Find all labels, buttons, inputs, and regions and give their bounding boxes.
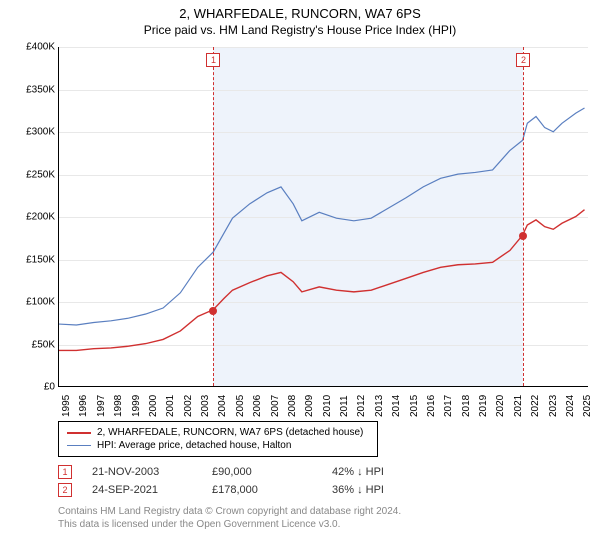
- y-tick-label: £50K: [32, 339, 55, 350]
- x-tick-label: 2017: [443, 395, 454, 417]
- chart-container: 2, WHARFEDALE, RUNCORN, WA7 6PS Price pa…: [0, 0, 600, 560]
- legend-label: 2, WHARFEDALE, RUNCORN, WA7 6PS (detache…: [97, 427, 363, 438]
- legend-label: HPI: Average price, detached house, Halt…: [97, 440, 291, 451]
- chart-title-address: 2, WHARFEDALE, RUNCORN, WA7 6PS: [0, 0, 600, 21]
- x-tick-label: 2023: [548, 395, 559, 417]
- sales-row-date: 21-NOV-2003: [92, 466, 192, 478]
- sale-marker-box: 2: [516, 53, 530, 67]
- x-tick-label: 2013: [374, 395, 385, 417]
- y-tick-label: £400K: [26, 42, 55, 53]
- x-tick-label: 2002: [183, 395, 194, 417]
- series-hpi: [59, 108, 585, 325]
- sales-row-hpi-delta: 36% ↓ HPI: [332, 484, 432, 496]
- sales-table: 1 21-NOV-2003 £90,000 42% ↓ HPI 2 24-SEP-2021…: [58, 463, 590, 499]
- y-tick-label: £100K: [26, 297, 55, 308]
- plot-region: 12: [58, 47, 588, 387]
- footer-attribution: Contains HM Land Registry data © Crown c…: [58, 505, 590, 531]
- x-tick-label: 2025: [582, 395, 593, 417]
- line-series-svg: [59, 47, 588, 386]
- chart-area: £0£50K£100K£150K£200K£250K£300K£350K£400…: [10, 47, 590, 417]
- x-tick-label: 1999: [131, 395, 142, 417]
- x-tick-label: 1996: [78, 395, 89, 417]
- sales-row-marker: 1: [58, 465, 72, 479]
- x-tick-label: 2009: [304, 395, 315, 417]
- x-tick-label: 2007: [270, 395, 281, 417]
- y-tick-label: £300K: [26, 127, 55, 138]
- x-tick-label: 2006: [252, 395, 263, 417]
- sales-row-date: 24-SEP-2021: [92, 484, 192, 496]
- x-tick-label: 2010: [322, 395, 333, 417]
- x-axis-labels: 1995 1996 1997 1998 1999 2000 2001 2002 2003 2004…: [58, 389, 588, 419]
- x-tick-label: 1998: [113, 395, 124, 417]
- legend-swatch: [67, 432, 91, 434]
- sale-marker-line: [213, 47, 214, 386]
- series-property: [59, 210, 585, 351]
- x-tick-label: 1997: [96, 395, 107, 417]
- legend-swatch: [67, 445, 91, 446]
- x-tick-label: 2011: [339, 395, 350, 417]
- sales-row-price: £90,000: [212, 466, 312, 478]
- y-tick-label: £150K: [26, 254, 55, 265]
- x-tick-label: 2012: [356, 395, 367, 417]
- legend-item: HPI: Average price, detached house, Halt…: [67, 439, 369, 452]
- x-tick-label: 2020: [495, 395, 506, 417]
- footer-line-1: Contains HM Land Registry data © Crown c…: [58, 505, 590, 518]
- sale-dot: [519, 232, 527, 240]
- y-tick-label: £200K: [26, 212, 55, 223]
- x-tick-label: 2024: [565, 395, 576, 417]
- x-tick-label: 2004: [217, 395, 228, 417]
- footer-line-2: This data is licensed under the Open Gov…: [58, 518, 590, 531]
- x-tick-label: 2018: [461, 395, 472, 417]
- y-tick-label: £250K: [26, 169, 55, 180]
- x-tick-label: 2021: [513, 395, 524, 417]
- legend-item: 2, WHARFEDALE, RUNCORN, WA7 6PS (detache…: [67, 426, 369, 439]
- x-tick-label: 2008: [287, 395, 298, 417]
- sales-table-row: 1 21-NOV-2003 £90,000 42% ↓ HPI: [58, 463, 590, 481]
- y-tick-label: £350K: [26, 84, 55, 95]
- x-tick-label: 2022: [530, 395, 541, 417]
- legend-box: 2, WHARFEDALE, RUNCORN, WA7 6PS (detache…: [58, 421, 378, 457]
- x-tick-label: 2003: [200, 395, 211, 417]
- x-tick-label: 2005: [235, 395, 246, 417]
- x-tick-label: 2016: [426, 395, 437, 417]
- y-tick-label: £0: [44, 382, 55, 393]
- sales-row-price: £178,000: [212, 484, 312, 496]
- x-tick-label: 2014: [391, 395, 402, 417]
- x-tick-label: 2001: [165, 395, 176, 417]
- sales-row-marker: 2: [58, 483, 72, 497]
- x-tick-label: 2019: [478, 395, 489, 417]
- sales-row-hpi-delta: 42% ↓ HPI: [332, 466, 432, 478]
- sale-marker-box: 1: [206, 53, 220, 67]
- x-tick-label: 2000: [148, 395, 159, 417]
- x-tick-label: 1995: [61, 395, 72, 417]
- sale-marker-line: [523, 47, 524, 386]
- chart-subtitle: Price paid vs. HM Land Registry's House …: [0, 21, 600, 37]
- sale-dot: [209, 307, 217, 315]
- sales-table-row: 2 24-SEP-2021 £178,000 36% ↓ HPI: [58, 481, 590, 499]
- x-tick-label: 2015: [409, 395, 420, 417]
